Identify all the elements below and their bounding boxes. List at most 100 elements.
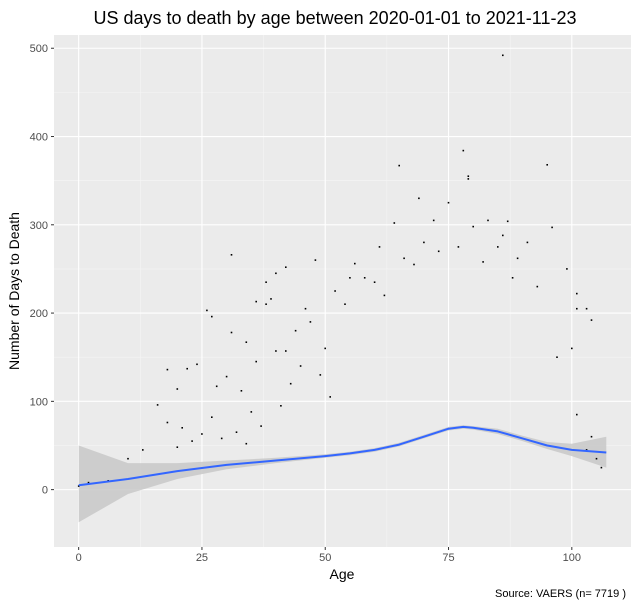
data-point	[201, 433, 203, 435]
data-point	[255, 360, 257, 363]
data-point	[156, 404, 159, 406]
x-axis-title: Age	[330, 566, 355, 582]
data-point	[127, 457, 129, 460]
data-point	[211, 315, 213, 318]
data-point	[240, 390, 243, 392]
smooth-line-layer	[78, 425, 607, 487]
data-point	[590, 319, 593, 321]
data-point	[383, 294, 386, 297]
data-point	[309, 321, 312, 323]
data-point	[299, 365, 302, 367]
data-point	[585, 449, 588, 451]
data-point	[418, 197, 420, 200]
data-point	[230, 254, 233, 256]
data-point	[176, 446, 179, 448]
confidence-band-layer	[78, 425, 607, 523]
data-point	[294, 329, 297, 332]
data-point	[265, 303, 267, 305]
axis-ticks: 0 100 200 300 400 500 0 25 50 75 100	[30, 43, 581, 564]
data-point	[467, 175, 470, 177]
data-point	[230, 331, 233, 334]
data-point	[576, 413, 578, 416]
y-tick-label: 500	[30, 43, 48, 55]
data-point	[502, 54, 504, 57]
data-point	[354, 262, 356, 265]
data-point	[245, 442, 248, 445]
y-axis-title: Number of Days to Death	[6, 212, 22, 370]
data-point	[215, 385, 218, 388]
data-point	[220, 437, 223, 440]
data-point	[363, 277, 366, 279]
data-point	[526, 241, 529, 244]
data-point	[403, 257, 405, 260]
data-point	[585, 307, 588, 310]
chart-title: US days to death by age between 2020-01-…	[93, 8, 576, 28]
data-point	[556, 356, 558, 358]
grid-lines	[54, 35, 631, 547]
data-point	[166, 368, 169, 371]
data-point	[378, 246, 381, 248]
data-point	[423, 241, 425, 244]
data-point	[275, 350, 277, 352]
data-point	[536, 285, 539, 288]
data-point	[280, 405, 282, 407]
data-point	[211, 416, 213, 418]
data-point	[270, 298, 272, 300]
y-tick-label: 400	[30, 132, 48, 144]
data-point	[289, 382, 292, 385]
data-point	[457, 246, 460, 248]
data-point	[437, 250, 440, 253]
data-point	[595, 457, 598, 460]
data-point	[393, 222, 396, 224]
data-point	[181, 427, 183, 429]
data-point	[250, 411, 253, 413]
data-point	[516, 257, 519, 260]
source-caption: Source: VAERS (n= 7719 )	[495, 588, 626, 600]
data-point	[590, 435, 593, 438]
smooth-line	[78, 425, 607, 487]
data-point	[186, 367, 188, 370]
data-point	[487, 219, 489, 222]
data-point	[324, 347, 326, 350]
data-point	[432, 219, 435, 222]
data-point	[472, 225, 474, 228]
data-point	[275, 272, 277, 275]
x-tick-label: 50	[319, 552, 331, 564]
x-tick-label: 100	[563, 552, 581, 564]
data-point	[447, 201, 450, 204]
plot-panel	[54, 35, 631, 547]
data-point	[196, 363, 198, 366]
data-point	[511, 277, 514, 279]
data-point	[546, 164, 548, 166]
data-point	[600, 466, 603, 469]
data-point	[413, 263, 415, 266]
y-tick-label: 300	[30, 220, 48, 232]
data-point	[225, 375, 228, 378]
data-point	[142, 449, 144, 451]
data-point	[571, 347, 573, 350]
data-point	[506, 220, 509, 223]
y-tick-label: 200	[30, 308, 48, 320]
data-point	[304, 307, 307, 310]
y-tick-label: 0	[42, 485, 48, 497]
data-point	[482, 261, 484, 263]
x-tick-label: 75	[442, 552, 454, 564]
data-point	[285, 266, 287, 268]
data-point	[373, 281, 376, 283]
data-point	[206, 309, 208, 312]
data-point	[314, 259, 317, 261]
data-point	[235, 431, 238, 433]
y-tick-label: 100	[30, 396, 48, 408]
data-point	[398, 164, 400, 167]
data-point	[576, 307, 578, 310]
data-point	[551, 226, 553, 229]
data-point	[265, 281, 267, 283]
data-point	[462, 149, 465, 152]
data-point	[349, 277, 351, 279]
data-point	[497, 246, 499, 248]
data-point	[260, 425, 262, 427]
data-point	[77, 485, 80, 487]
data-point	[176, 388, 179, 390]
x-tick-label: 25	[196, 552, 208, 564]
